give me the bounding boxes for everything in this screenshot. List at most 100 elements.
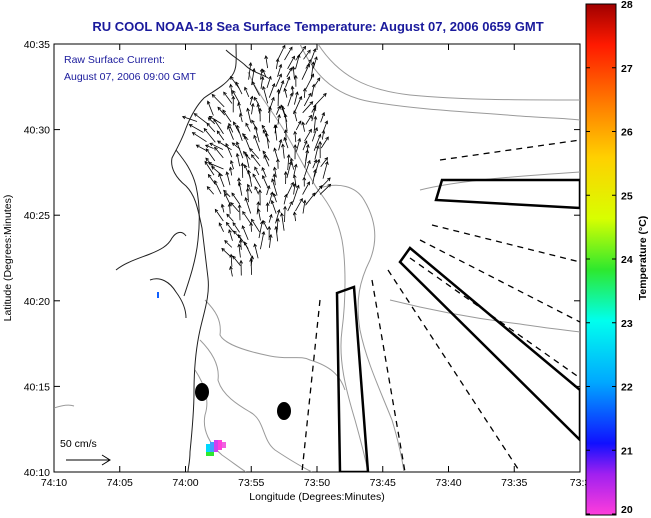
current-vector xyxy=(274,125,278,141)
current-vector-head xyxy=(207,173,212,178)
current-vector-head xyxy=(273,166,277,171)
current-vector xyxy=(243,151,251,160)
current-vector-head xyxy=(311,192,316,197)
current-vector-head xyxy=(283,87,288,92)
current-vector-head xyxy=(254,185,258,190)
current-vector-head xyxy=(232,255,236,260)
current-vector-head xyxy=(326,177,331,182)
current-vector-head xyxy=(289,46,293,51)
current-vector-head xyxy=(262,150,267,155)
current-vector-head xyxy=(297,137,302,142)
current-vector xyxy=(192,132,207,143)
current-vector-head xyxy=(278,73,282,78)
coastline xyxy=(175,149,200,297)
current-vector-head xyxy=(254,166,258,171)
current-vector-head xyxy=(280,104,284,109)
current-vector-head xyxy=(230,201,234,206)
current-vector xyxy=(275,73,282,87)
current-vector-head xyxy=(258,107,262,112)
current-vector xyxy=(257,209,261,221)
current-vector-head xyxy=(262,68,266,73)
current-vector xyxy=(268,97,275,114)
current-vector xyxy=(274,167,277,178)
current-vector xyxy=(244,87,250,98)
current-vector xyxy=(273,193,277,203)
current-vector xyxy=(206,122,216,133)
current-vector xyxy=(293,110,298,122)
current-vector-head xyxy=(242,133,246,137)
current-vector xyxy=(223,190,231,198)
current-vector-head xyxy=(224,192,228,197)
current-vector-head xyxy=(277,113,281,118)
current-vector-head xyxy=(311,83,316,88)
bathymetry-contour xyxy=(389,299,580,333)
current-vector xyxy=(295,54,300,70)
current-vector xyxy=(274,148,278,159)
current-vector xyxy=(268,192,273,204)
current-vector xyxy=(244,241,252,257)
current-vector xyxy=(311,127,318,142)
current-vector xyxy=(251,103,254,115)
current-vector xyxy=(269,234,272,248)
current-vector xyxy=(294,96,302,113)
current-vector-head xyxy=(256,103,261,108)
current-vector-head xyxy=(280,212,284,217)
current-vector-head xyxy=(214,208,219,213)
bathymetry-contour xyxy=(54,404,75,409)
current-vector-head xyxy=(208,115,213,120)
current-vector xyxy=(313,134,321,151)
current-vector-head xyxy=(292,211,297,216)
current-vector xyxy=(226,222,234,233)
current-vector xyxy=(295,198,303,212)
current-vector xyxy=(276,106,281,115)
current-vector xyxy=(266,185,270,196)
coastline xyxy=(171,44,237,472)
current-vector xyxy=(248,62,252,80)
current-vector xyxy=(224,193,231,205)
current-vector-head xyxy=(222,109,226,114)
current-vector-head xyxy=(220,203,225,208)
current-vector-head xyxy=(242,211,246,215)
current-vector xyxy=(311,48,316,60)
current-vector xyxy=(216,130,225,141)
current-vector xyxy=(292,185,300,203)
current-vector-head xyxy=(281,143,285,148)
current-vector-head xyxy=(312,48,317,53)
colorbar-tick-label: 27 xyxy=(621,63,633,75)
current-vector-head xyxy=(261,231,266,235)
current-vector-head xyxy=(251,218,255,223)
x-tick-label: 73:3 xyxy=(570,477,591,489)
current-vector xyxy=(322,120,328,132)
y-tick-label: 40:20 xyxy=(24,296,50,308)
bathymetry-contour xyxy=(319,184,405,472)
current-vector xyxy=(245,153,250,169)
current-vector-head xyxy=(235,152,240,157)
current-vector-head xyxy=(227,202,232,207)
current-vector-head xyxy=(305,143,310,148)
current-vector-head xyxy=(232,89,236,94)
current-vector-head xyxy=(223,91,227,96)
current-vector xyxy=(249,148,260,159)
current-vector xyxy=(211,94,225,108)
current-vector xyxy=(320,157,328,167)
current-vector-head xyxy=(256,201,261,206)
current-vector-head xyxy=(308,92,312,97)
colorbar-tick-label: 21 xyxy=(621,445,633,457)
current-vector xyxy=(283,194,287,205)
current-vector-head xyxy=(312,107,317,112)
current-vector xyxy=(304,129,312,142)
current-vector-head xyxy=(244,241,248,246)
current-vector xyxy=(256,201,259,215)
colorbar-tick-label: 22 xyxy=(621,382,633,394)
current-vector xyxy=(292,66,295,80)
current-vector xyxy=(238,244,241,258)
current-vector-head xyxy=(314,56,318,61)
current-vector-head xyxy=(314,127,318,132)
current-vector xyxy=(275,58,279,70)
figure-title: RU COOL NOAA-18 Sea Surface Temperature:… xyxy=(92,19,543,34)
current-vector-head xyxy=(193,113,198,117)
current-vector-head xyxy=(251,67,256,72)
current-vector-head xyxy=(243,135,248,140)
current-vector xyxy=(182,116,198,122)
